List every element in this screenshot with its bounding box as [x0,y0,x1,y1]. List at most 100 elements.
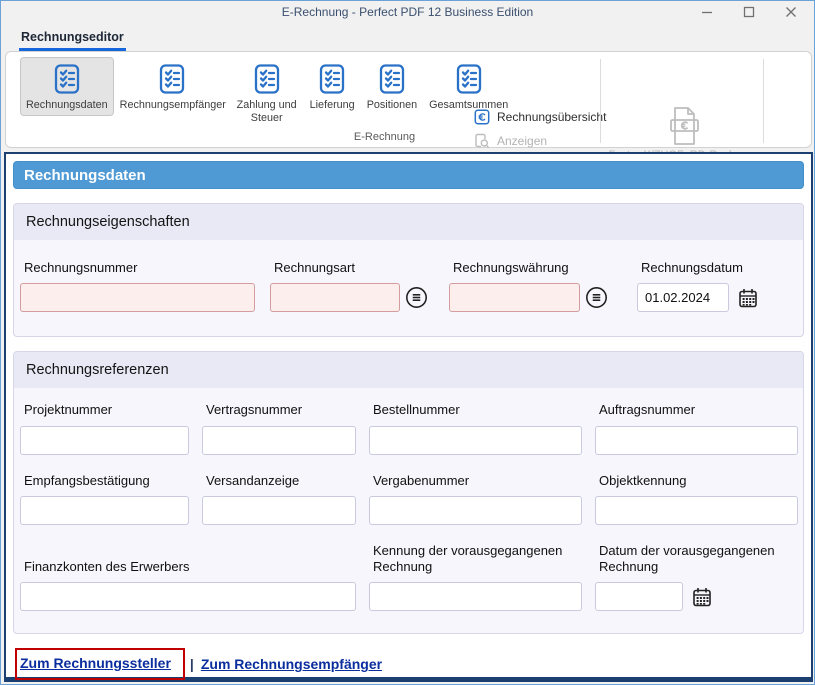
field-label: Vertragsnummer [206,402,303,418]
checklist-document-icon [254,64,279,94]
anzeigen-label: Anzeigen [497,134,548,148]
checklist-document-icon [379,64,405,94]
field-datum-vorausgegangene-rechnung: Datum der vorausgegangenen Rechnung [595,543,798,612]
ribbon-button-label: Gesamtsummen [429,99,509,111]
rechnungsuebersicht-button[interactable]: Rechnungsübersicht [474,109,606,125]
field-rechnungsdatum: Rechnungsdatum [637,260,759,313]
zum-rechnungsempfaenger-link[interactable]: Zum Rechnungsempfänger [200,656,383,673]
field-label: Vergabenummer [373,472,470,488]
field-label: Rechnungsart [274,260,355,275]
rechnungsdatum-calendar-button[interactable] [737,287,759,309]
calendar-icon [693,587,711,607]
field-label: Auftragsnummer [599,402,696,418]
ribbon-button-label: Lieferung [309,99,355,111]
anzeigen-button[interactable]: Anzeigen [474,133,606,149]
field-auftragsnummer: Auftragsnummer [595,402,798,455]
field-label: Projektnummer [24,402,113,418]
field-label: Finanzkonten des Erwerbers [24,559,190,574]
field-vergabenummer: Vergabenummer [369,473,582,525]
field-rechnungswaehrung: Rechnungswährung [449,260,609,313]
field-label: Objektkennung [599,472,687,488]
ribbon-button-row: Rechnungsdaten Rechnungsempfänger [6,52,811,128]
objektkennung-input[interactable] [595,495,798,525]
zum-rechnungssteller-link[interactable]: Zum Rechnungssteller [20,655,171,672]
window-title: E-Rechnung - Perfect PDF 12 Business Edi… [281,5,534,19]
minimize-icon [702,11,712,14]
field-rechnungsart: Rechnungsart [270,260,429,313]
ribbon-button-positionen[interactable]: Positionen [361,57,423,116]
field-label: Versandanzeige [206,472,300,488]
datum-vorausgegangene-rechnung-input[interactable] [595,582,683,612]
ribbon-button-label: Rechnungsdaten [26,99,108,111]
ribbon-separator [600,59,601,143]
projektnummer-input[interactable] [20,425,189,455]
field-rechnungsnummer: Rechnungsnummer [20,260,255,313]
vertragsnummer-input[interactable] [202,425,356,455]
section-rechnungsreferenzen: Rechnungsreferenzen Projektnummer Vertra… [13,351,804,635]
tab-rechnungseditor[interactable]: Rechnungseditor [19,30,126,51]
field-label: Bestellnummer [373,402,460,418]
annotation-highlight-box: Zum Rechnungssteller [15,648,185,681]
field-projektnummer: Projektnummer [20,402,189,455]
ribbon-button-rechnungsdaten[interactable]: Rechnungsdaten [20,57,114,116]
maximize-icon [743,6,755,18]
ribbon-button-gesamtsummen[interactable]: Gesamtsummen [423,57,514,116]
close-button[interactable] [780,3,802,21]
checklist-document-icon [159,64,184,94]
ribbon-group-label: E-Rechnung [353,131,416,143]
rechnungswaehrung-menu-button[interactable] [584,285,609,310]
rechnungsart-menu-button[interactable] [404,285,429,310]
field-label: Empfangsbestätigung [24,472,150,488]
checklist-document-icon [456,64,481,94]
section-title: Rechnungsreferenzen [14,352,803,389]
ribbon-button-label: Positionen [366,99,418,111]
rechnungsart-input[interactable] [270,283,400,313]
field-finanzkonten: Finanzkonten des Erwerbers [20,543,356,612]
title-bar: E-Rechnung - Perfect PDF 12 Business Edi… [1,1,814,25]
rechnungsuebersicht-label: Rechnungsübersicht [497,110,607,124]
rechnungswaehrung-input[interactable] [449,283,580,313]
field-label: Datum der vorausgegangenen Rechnung [599,542,775,574]
maximize-button[interactable] [738,3,760,21]
ribbon-button-label: Zahlung und Steuer [236,99,297,124]
field-label: Kennung der vorausgegangenen Rechnung [373,542,563,574]
footer-links: Zum Rechnungssteller | Zum Rechnungsempf… [15,648,811,681]
field-vertragsnummer: Vertragsnummer [202,402,356,455]
field-objektkennung: Objektkennung [595,473,798,525]
euro-document-save-icon [670,107,699,145]
versandanzeige-input[interactable] [202,495,356,525]
ribbon-tab-row: Rechnungseditor [1,25,814,51]
page-title: Rechnungsdaten [13,161,804,189]
window-controls [696,3,802,21]
rechnungsdatum-input[interactable] [637,283,729,313]
field-label: Rechnungsdatum [641,260,743,275]
auftragsnummer-input[interactable] [595,425,798,455]
link-separator: | [189,656,194,673]
vergabenummer-input[interactable] [369,495,582,525]
empfangsbestaetigung-input[interactable] [20,495,189,525]
minimize-button[interactable] [696,3,718,21]
circle-menu-icon [586,287,607,309]
finanzkonten-input[interactable] [20,582,356,612]
editor-content-panel: Rechnungsdaten Rechnungseigenschaften Re… [4,152,813,682]
field-bestellnummer: Bestellnummer [369,402,582,455]
section-rechnungseigenschaften: Rechnungseigenschaften Rechnungsnummer R… [13,203,804,338]
ribbon-button-lieferung[interactable]: Lieferung [304,57,361,116]
bestellnummer-input[interactable] [369,425,582,455]
ribbon: Rechnungsdaten Rechnungsempfänger [5,51,812,175]
field-empfangsbestaetigung: Empfangsbestätigung [20,473,189,525]
field-label: Rechnungsnummer [24,260,138,275]
field-versandanzeige: Versandanzeige [202,473,356,525]
datum-vorausgegangen-calendar-button[interactable] [691,586,713,608]
ribbon-button-zahlung-und-steuer[interactable]: Zahlung und Steuer [230,57,304,128]
field-label: Rechnungswährung [453,260,569,275]
checklist-document-icon [320,64,345,94]
calendar-icon [739,288,757,308]
properties-fields: Rechnungsnummer Rechnungsart [14,240,803,336]
kennung-vorausgegangene-rechnung-input[interactable] [369,582,582,612]
ribbon-button-rechnungsempfaenger[interactable]: Rechnungsempfänger [114,57,230,116]
euro-square-icon [474,109,490,125]
ribbon-button-label: Rechnungsempfänger [119,99,226,111]
rechnungsnummer-input[interactable] [20,283,255,313]
